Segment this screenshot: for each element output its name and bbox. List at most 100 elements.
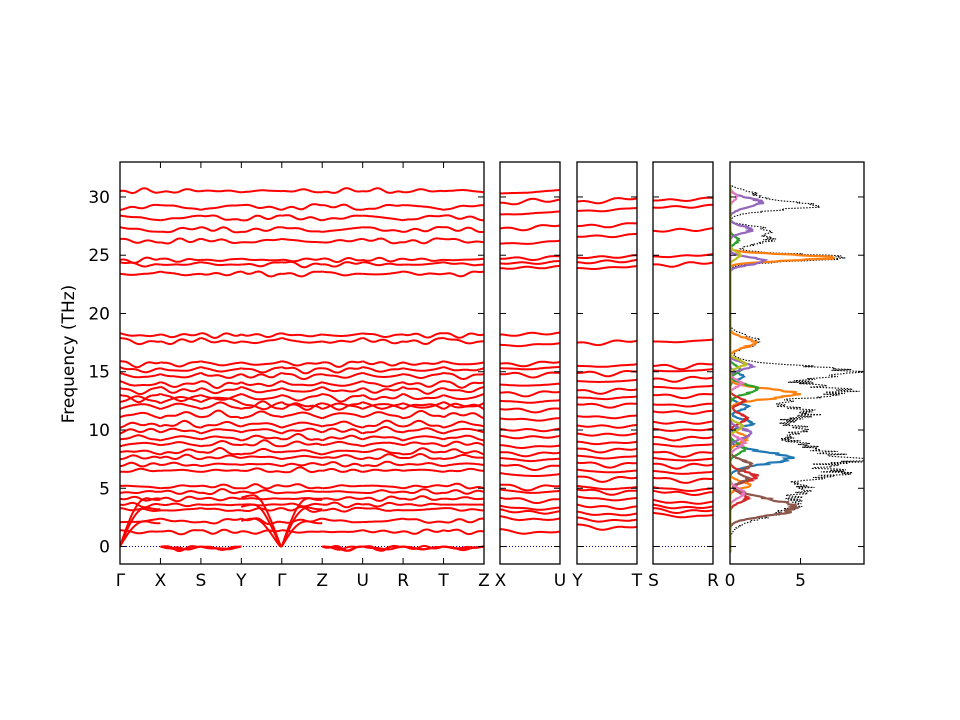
panel-p4-frame: [652, 161, 714, 565]
band-line: [200, 409, 242, 420]
band-line: [120, 421, 161, 429]
band-line: [120, 392, 161, 404]
band-line: [443, 257, 484, 262]
band-line: [322, 506, 363, 513]
band-line: [241, 214, 282, 222]
y-tick-label-0: 0: [99, 538, 110, 558]
band-line: [321, 380, 363, 387]
band-line: [241, 503, 282, 507]
band-line: [200, 545, 242, 551]
band-line: [160, 204, 202, 211]
band-line: [200, 528, 242, 535]
band-line: [500, 464, 560, 471]
band-line: [322, 496, 363, 501]
panel-p3-frame: [576, 161, 638, 565]
band-line: [120, 501, 161, 509]
band-line: [200, 454, 242, 461]
band-line: [322, 440, 363, 448]
band-line: [281, 401, 323, 411]
band-line: [160, 448, 201, 456]
band-line: [653, 462, 713, 470]
band-line: [443, 545, 484, 550]
y-axis-label: Frequency (THz): [59, 285, 79, 424]
band-line: [160, 468, 201, 473]
band-line: [653, 384, 713, 390]
band-line: [443, 489, 484, 495]
band-line: [160, 427, 202, 435]
band-line: [160, 517, 201, 524]
band-line: [200, 380, 242, 390]
band-line: [241, 203, 282, 211]
band-line: [200, 507, 242, 512]
band-line: [443, 434, 484, 442]
band-line: [500, 264, 560, 270]
band-line: [443, 226, 484, 233]
band-line: [443, 214, 484, 222]
band-line: [443, 467, 484, 473]
band-line: [281, 440, 323, 448]
band-line: [653, 486, 713, 493]
band-line: [362, 517, 404, 524]
band-line: [402, 332, 444, 339]
band-line: [281, 188, 323, 194]
panel-p1-frame: [119, 161, 485, 565]
band-line: [577, 503, 637, 510]
band-line: [500, 457, 560, 463]
band-line: [653, 402, 713, 408]
band-line: [160, 392, 202, 402]
band-line: [577, 475, 637, 483]
band-line: [577, 440, 637, 446]
band-line: [281, 366, 323, 375]
band-line: [653, 476, 713, 484]
x-tick-label-p2-1: U: [554, 571, 566, 591]
band-line: [120, 187, 161, 194]
band-line: [443, 270, 484, 278]
band-line: [160, 507, 201, 512]
band-line: [321, 420, 363, 429]
band-line: [403, 237, 444, 245]
band-line: [281, 454, 323, 461]
band-line: [322, 256, 363, 263]
band-line: [281, 529, 323, 534]
band-line: [443, 507, 484, 512]
band-line: [653, 435, 713, 442]
band-line: [321, 412, 364, 420]
band-line: [160, 529, 201, 536]
dos-partial-curve-5: [730, 185, 799, 553]
band-line: [120, 336, 161, 346]
band-line: [160, 332, 202, 339]
x-tick-label-p1-2: S: [195, 571, 206, 591]
band-line: [443, 440, 484, 448]
band-line: [322, 461, 363, 468]
dos-partial-curve-6: [730, 185, 748, 553]
band-line: [120, 366, 161, 374]
band-line: [443, 517, 484, 524]
band-line: [403, 204, 444, 211]
band-line: [403, 419, 445, 429]
band-line: [160, 461, 202, 468]
y-tick-label-2: 10: [88, 421, 110, 441]
band-line: [443, 482, 484, 490]
band-line: [160, 371, 202, 379]
band-line: [120, 203, 161, 211]
band-line: [281, 490, 323, 494]
band-line: [200, 214, 242, 222]
band-line: [653, 507, 713, 514]
band-line: [120, 256, 161, 264]
band-line: [322, 261, 363, 268]
band-line: [500, 515, 560, 522]
band-line: [322, 270, 363, 277]
band-line: [500, 255, 560, 261]
band-line: [241, 189, 282, 194]
band-line: [281, 214, 323, 222]
band-line: [500, 417, 560, 422]
band-line: [653, 420, 713, 425]
band-line: [200, 237, 242, 244]
band-line: [120, 427, 161, 435]
band-line: [653, 450, 713, 458]
band-line: [241, 517, 282, 526]
x-tick-label-p1-3: Y: [235, 571, 247, 591]
band-line: [241, 529, 283, 535]
band-line: [577, 339, 637, 347]
band-line: [362, 544, 404, 552]
